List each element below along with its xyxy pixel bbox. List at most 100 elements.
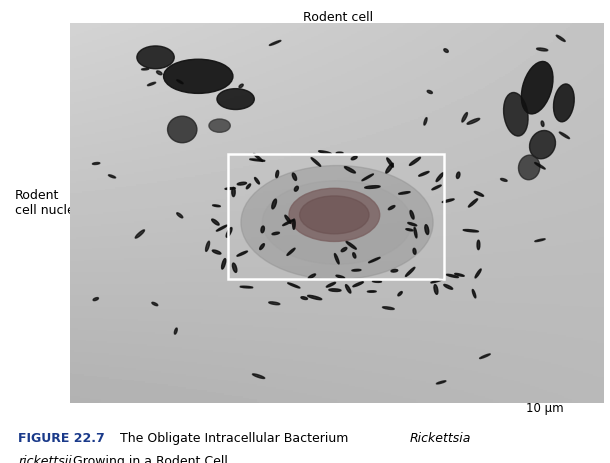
Ellipse shape xyxy=(406,229,413,231)
Ellipse shape xyxy=(272,232,279,235)
Ellipse shape xyxy=(406,267,415,276)
Ellipse shape xyxy=(472,289,476,298)
Ellipse shape xyxy=(477,240,480,250)
Ellipse shape xyxy=(504,93,528,136)
Ellipse shape xyxy=(329,289,341,291)
Ellipse shape xyxy=(93,298,98,300)
Ellipse shape xyxy=(345,285,351,293)
Ellipse shape xyxy=(413,248,416,254)
Ellipse shape xyxy=(362,174,373,181)
Ellipse shape xyxy=(367,291,376,292)
Ellipse shape xyxy=(352,269,361,271)
Ellipse shape xyxy=(163,59,233,94)
Ellipse shape xyxy=(148,82,156,86)
Ellipse shape xyxy=(431,279,443,283)
Ellipse shape xyxy=(346,242,356,249)
Ellipse shape xyxy=(410,211,414,219)
Ellipse shape xyxy=(289,188,379,242)
Ellipse shape xyxy=(408,223,417,226)
Ellipse shape xyxy=(409,157,420,165)
Ellipse shape xyxy=(152,302,158,306)
Ellipse shape xyxy=(553,84,574,122)
Ellipse shape xyxy=(217,88,254,110)
Ellipse shape xyxy=(295,186,298,191)
Ellipse shape xyxy=(270,40,281,45)
Ellipse shape xyxy=(249,159,265,161)
Ellipse shape xyxy=(454,274,464,276)
Ellipse shape xyxy=(137,46,174,69)
Ellipse shape xyxy=(559,132,570,138)
Ellipse shape xyxy=(418,171,429,176)
Text: Rodent
cell nucleus: Rodent cell nucleus xyxy=(15,189,90,217)
Ellipse shape xyxy=(288,283,300,288)
Ellipse shape xyxy=(177,80,183,84)
Text: Growing in a Rodent Cell: Growing in a Rodent Cell xyxy=(69,455,228,463)
Ellipse shape xyxy=(272,199,276,209)
Ellipse shape xyxy=(468,199,478,207)
Ellipse shape xyxy=(213,205,220,206)
Ellipse shape xyxy=(240,286,253,288)
Text: Rickettsia: Rickettsia xyxy=(409,432,471,444)
Ellipse shape xyxy=(424,118,427,125)
Ellipse shape xyxy=(292,173,296,181)
Ellipse shape xyxy=(276,170,279,178)
Ellipse shape xyxy=(479,354,490,358)
Ellipse shape xyxy=(168,116,197,143)
Text: The Obligate Intracellular Bacterium: The Obligate Intracellular Bacterium xyxy=(112,432,352,444)
Ellipse shape xyxy=(285,215,291,223)
Ellipse shape xyxy=(535,163,545,169)
Ellipse shape xyxy=(373,281,381,282)
Ellipse shape xyxy=(225,188,235,189)
Ellipse shape xyxy=(142,69,149,70)
Ellipse shape xyxy=(556,35,565,42)
Ellipse shape xyxy=(467,119,479,124)
Ellipse shape xyxy=(262,181,412,264)
Ellipse shape xyxy=(157,71,162,75)
Ellipse shape xyxy=(353,253,356,258)
Ellipse shape xyxy=(237,251,248,256)
Ellipse shape xyxy=(414,227,417,238)
Text: FIGURE 22.7: FIGURE 22.7 xyxy=(18,432,105,444)
Ellipse shape xyxy=(209,119,231,132)
Ellipse shape xyxy=(463,230,478,232)
Text: Rickettsias: Rickettsias xyxy=(461,356,528,369)
Ellipse shape xyxy=(529,131,556,159)
Ellipse shape xyxy=(341,247,347,252)
Text: rickettsii: rickettsii xyxy=(18,455,72,463)
Ellipse shape xyxy=(307,295,321,300)
Ellipse shape xyxy=(436,381,446,384)
Ellipse shape xyxy=(386,163,393,173)
Ellipse shape xyxy=(334,254,339,264)
Ellipse shape xyxy=(475,192,484,196)
Ellipse shape xyxy=(442,199,454,202)
Ellipse shape xyxy=(254,177,259,184)
Ellipse shape xyxy=(345,167,356,173)
Ellipse shape xyxy=(537,48,548,51)
Ellipse shape xyxy=(93,163,100,164)
Ellipse shape xyxy=(389,206,395,210)
Ellipse shape xyxy=(434,285,438,294)
Ellipse shape xyxy=(535,239,545,242)
Ellipse shape xyxy=(541,121,544,126)
Ellipse shape xyxy=(260,244,264,250)
Bar xyxy=(228,154,443,279)
Ellipse shape xyxy=(336,152,343,154)
Ellipse shape xyxy=(368,257,380,263)
Ellipse shape xyxy=(522,62,553,114)
Ellipse shape xyxy=(253,374,265,379)
Ellipse shape xyxy=(239,84,243,88)
Ellipse shape xyxy=(444,49,448,52)
Ellipse shape xyxy=(336,275,345,278)
Ellipse shape xyxy=(232,263,237,272)
Ellipse shape xyxy=(427,90,432,94)
Ellipse shape xyxy=(311,158,321,166)
Ellipse shape xyxy=(447,274,459,278)
Ellipse shape xyxy=(217,225,227,231)
Ellipse shape xyxy=(382,307,394,309)
Ellipse shape xyxy=(444,284,453,289)
Ellipse shape xyxy=(293,219,295,229)
Ellipse shape xyxy=(212,219,219,225)
Ellipse shape xyxy=(308,274,315,279)
Ellipse shape xyxy=(254,154,263,162)
Ellipse shape xyxy=(318,151,331,154)
